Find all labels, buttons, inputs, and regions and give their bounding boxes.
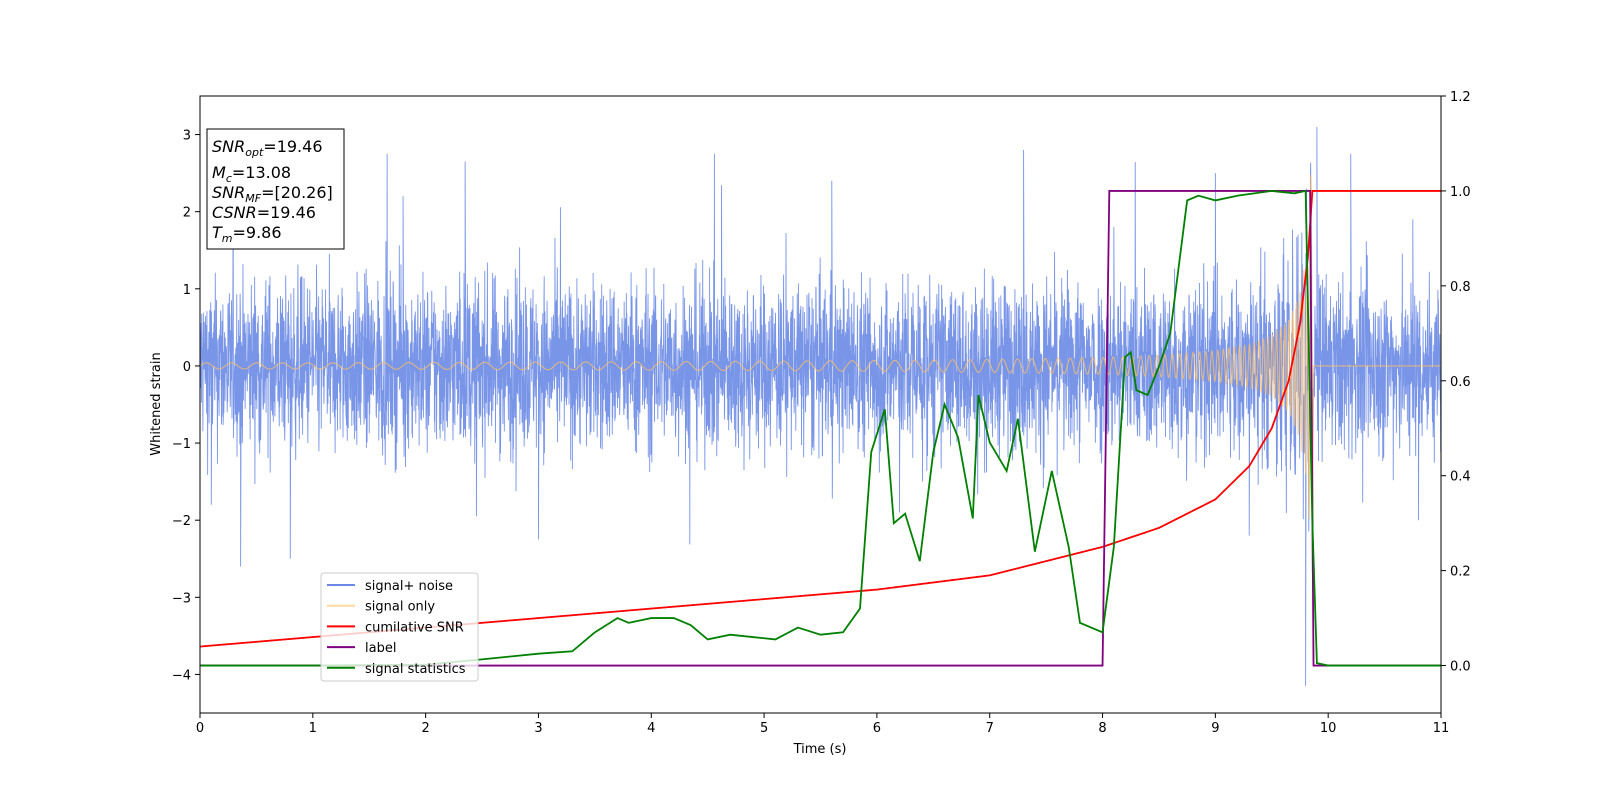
x-tick-label: 11 [1433, 721, 1450, 736]
annotation-line: SNRMF=[20.26] [212, 183, 333, 205]
y-tick-label: 1 [183, 283, 191, 298]
annotation-line: Mc=13.08 [212, 163, 291, 185]
legend-label: signal+ noise [365, 579, 453, 594]
x-tick-label: 10 [1320, 721, 1337, 736]
annotation-line: SNRopt=19.46 [212, 137, 323, 159]
x-tick-label: 9 [1211, 721, 1219, 736]
legend-label: cumilative SNR [365, 620, 464, 635]
legend: signal+ noise signal only cumilative SNR la… [320, 572, 479, 682]
series-signal-noise [200, 126, 1441, 687]
x-tick-label: 1 [309, 721, 317, 736]
y-tick-label: 2 [183, 206, 191, 221]
y2-tick-label: 0.6 [1450, 375, 1471, 390]
x-axis-title: Time (s) [793, 742, 847, 757]
y-axis-title: Whitened strain [149, 352, 164, 455]
x-tick-label: 5 [760, 721, 768, 736]
y-tick-label: −1 [172, 437, 191, 452]
y-tick-label: −3 [172, 591, 191, 606]
x-tick-label: 2 [421, 721, 429, 736]
y2-tick-label: 0.8 [1450, 280, 1471, 295]
annotation-line: Tm=9.86 [212, 223, 282, 245]
y2-tick-label: 1.0 [1450, 185, 1471, 200]
y2-tick-label: 0.2 [1450, 565, 1471, 580]
y-tick-label: 3 [183, 129, 191, 144]
series-signal-only [200, 174, 1441, 563]
annotation-line: CSNR=19.46 [212, 203, 316, 222]
x-axis: 0 1 2 3 4 5 6 7 8 9 10 11 [196, 713, 1449, 736]
series-signal-statistics [200, 189, 1441, 667]
legend-label: signal statistics [365, 662, 466, 677]
plot-frame [199, 95, 1442, 714]
annotation-frame [206, 128, 345, 250]
x-tick-label: 3 [534, 721, 542, 736]
y-axis-left: 3 2 1 0 −1 −2 −3 −4 [172, 129, 200, 683]
y-tick-label: 0 [183, 360, 191, 375]
x-tick-label: 0 [196, 721, 204, 736]
y-tick-label: −4 [172, 668, 191, 683]
x-tick-label: 7 [986, 721, 994, 736]
x-tick-label: 6 [873, 721, 881, 736]
legend-label: label [365, 641, 396, 656]
annotation-box: SNRopt=19.46 Mc=13.08SNRMF=[20.26]CSNR=19… [206, 128, 345, 250]
legend-frame [320, 572, 479, 682]
x-tick-label: 4 [647, 721, 655, 736]
x-tick-label: 8 [1098, 721, 1106, 736]
y-tick-label: −2 [172, 514, 191, 529]
legend-label: signal only [365, 600, 435, 615]
y2-tick-label: 0.4 [1450, 470, 1471, 485]
y-axis-right: 1.2 1.0 0.8 0.6 0.4 0.2 0.0 [1441, 90, 1471, 675]
y2-tick-label: 0.0 [1450, 660, 1471, 675]
y2-tick-label: 1.2 [1450, 90, 1471, 105]
